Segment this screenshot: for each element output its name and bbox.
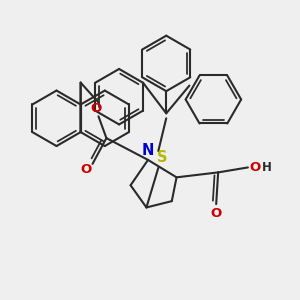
Text: N: N — [142, 143, 154, 158]
Text: H: H — [262, 161, 272, 174]
Text: O: O — [249, 161, 260, 174]
Text: S: S — [157, 150, 167, 165]
Text: O: O — [211, 206, 222, 220]
Text: O: O — [80, 163, 91, 176]
Text: O: O — [90, 102, 101, 115]
